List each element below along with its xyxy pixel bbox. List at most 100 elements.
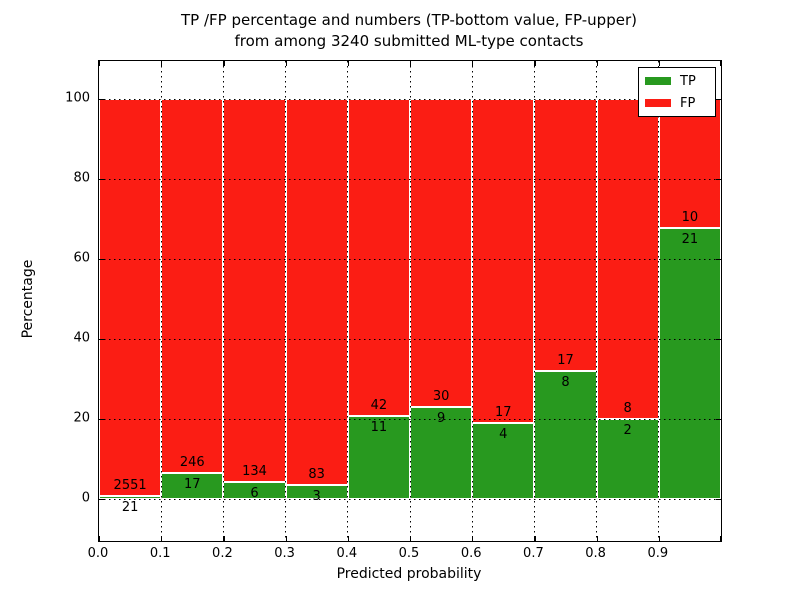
bar-segment-fp: [410, 99, 473, 407]
x-tick-mark: [534, 61, 536, 66]
y-tick-mark: [99, 98, 104, 100]
fp-count-label: 2551: [113, 477, 147, 493]
x-tick-mark: [719, 61, 721, 66]
x-tick-mark: [347, 536, 350, 541]
vertical-gridline: [160, 61, 162, 541]
legend-entry-fp: FP: [645, 96, 709, 111]
x-tick-mark: [472, 61, 474, 66]
vertical-gridline: [533, 61, 535, 541]
y-tick-mark: [716, 498, 721, 500]
x-tick-mark: [99, 536, 101, 541]
vertical-gridline: [285, 61, 287, 541]
x-tick-mark: [472, 536, 474, 541]
x-tick-mark: [658, 536, 661, 541]
bar-segment-fp: [223, 99, 286, 482]
horizontal-gridline: [99, 418, 721, 420]
fp-count-label: 30: [432, 388, 450, 404]
x-tick-label: 0.0: [87, 546, 109, 561]
fp-count-label: 83: [308, 467, 325, 483]
vertical-gridline: [596, 61, 598, 541]
bar-segment-fp: [658, 99, 721, 229]
fp-count-label: 246: [179, 455, 205, 471]
fp-count-label: 8: [623, 401, 632, 416]
x-tick-mark: [596, 536, 598, 541]
vertical-gridline: [222, 61, 224, 541]
bar-segment-tp: [223, 481, 286, 499]
vertical-gridline: [347, 61, 349, 541]
y-tick-mark: [99, 178, 104, 180]
x-tick-label: 0.3: [274, 546, 295, 561]
fp-count-label: 10: [681, 210, 699, 226]
fp-legend-label: FP: [680, 95, 696, 111]
x-tick-mark: [285, 61, 287, 66]
x-tick-mark: [161, 61, 163, 66]
bar-segment-tp: [410, 406, 473, 499]
tp-count-label: 4: [499, 426, 508, 442]
bar-segment-tp: [161, 473, 224, 499]
horizontal-gridline: [99, 178, 721, 180]
x-tick-label: 0.5: [398, 546, 420, 561]
x-tick-label: 0.1: [149, 546, 171, 561]
y-tick-mark: [716, 418, 721, 420]
horizontal-gridline: [99, 498, 721, 500]
vertical-gridline: [409, 61, 411, 541]
bar-segment-tp: [347, 415, 410, 499]
x-tick-mark: [223, 536, 225, 541]
bar-segment-fp: [534, 99, 597, 371]
fp-count-label: 17: [557, 353, 574, 368]
x-tick-mark: [285, 536, 287, 541]
y-tick-mark: [99, 498, 104, 500]
x-tick-mark: [719, 536, 721, 541]
x-tick-mark: [410, 536, 412, 541]
y-tick-mark: [716, 338, 721, 340]
x-tick-mark: [161, 536, 163, 541]
tp-count-label: 11: [370, 419, 388, 435]
x-tick-mark: [534, 536, 536, 541]
bar-segment-fp: [99, 99, 162, 496]
bar-segment-fp: [347, 99, 410, 416]
x-tick-mark: [596, 61, 598, 66]
bar-segment-tp: [658, 228, 721, 499]
y-axis-label: Percentage: [20, 259, 36, 339]
y-tick-label: 20: [73, 410, 90, 426]
horizontal-gridline: [99, 98, 721, 100]
horizontal-gridline: [99, 338, 721, 340]
fp-count-label: 17: [495, 404, 512, 420]
tp-count-label: 2: [623, 423, 632, 438]
x-tick-label: 0.6: [460, 546, 482, 561]
y-tick-mark: [716, 178, 721, 180]
vertical-gridline: [658, 61, 660, 541]
bar-segment-fp: [161, 99, 224, 474]
y-tick-mark: [99, 418, 104, 420]
bar-segment-tp: [472, 422, 535, 499]
tp-count-label: 3: [312, 489, 321, 505]
vertical-gridline: [471, 61, 473, 541]
y-tick-mark: [99, 258, 104, 260]
bar-segment-fp: [472, 99, 535, 423]
y-tick-label: 80: [73, 170, 90, 186]
tp-count-label: 9: [437, 411, 445, 426]
tp-count-label: 17: [184, 477, 201, 493]
chart-title-line1: TP /FP percentage and numbers (TP-bottom…: [181, 11, 637, 29]
y-tick-label: 60: [73, 250, 90, 266]
tp-count-label: 6: [250, 485, 259, 501]
x-tick-label: 0.8: [585, 546, 606, 561]
x-tick-label: 0.7: [523, 546, 544, 561]
y-tick-label: 100: [65, 90, 90, 106]
tp-count-label: 21: [121, 499, 139, 515]
x-tick-label: 0.2: [212, 546, 233, 561]
tp-legend-swatch: [645, 77, 671, 85]
chart-title-line2: from among 3240 submitted ML-type contac…: [234, 32, 584, 50]
y-tick-label: 40: [73, 330, 90, 346]
bar-segment-tp: [534, 371, 597, 499]
fp-count-label: 42: [370, 397, 388, 413]
fp-legend-swatch: [645, 99, 671, 107]
bar-segment-tp: [596, 419, 659, 499]
x-axis-label: Predicted probability: [336, 566, 482, 582]
horizontal-gridline: [99, 258, 721, 260]
x-tick-mark: [223, 61, 225, 66]
tp-count-label: 8: [561, 375, 570, 390]
x-tick-mark: [410, 61, 412, 66]
bar-segment-tp: [285, 485, 348, 499]
